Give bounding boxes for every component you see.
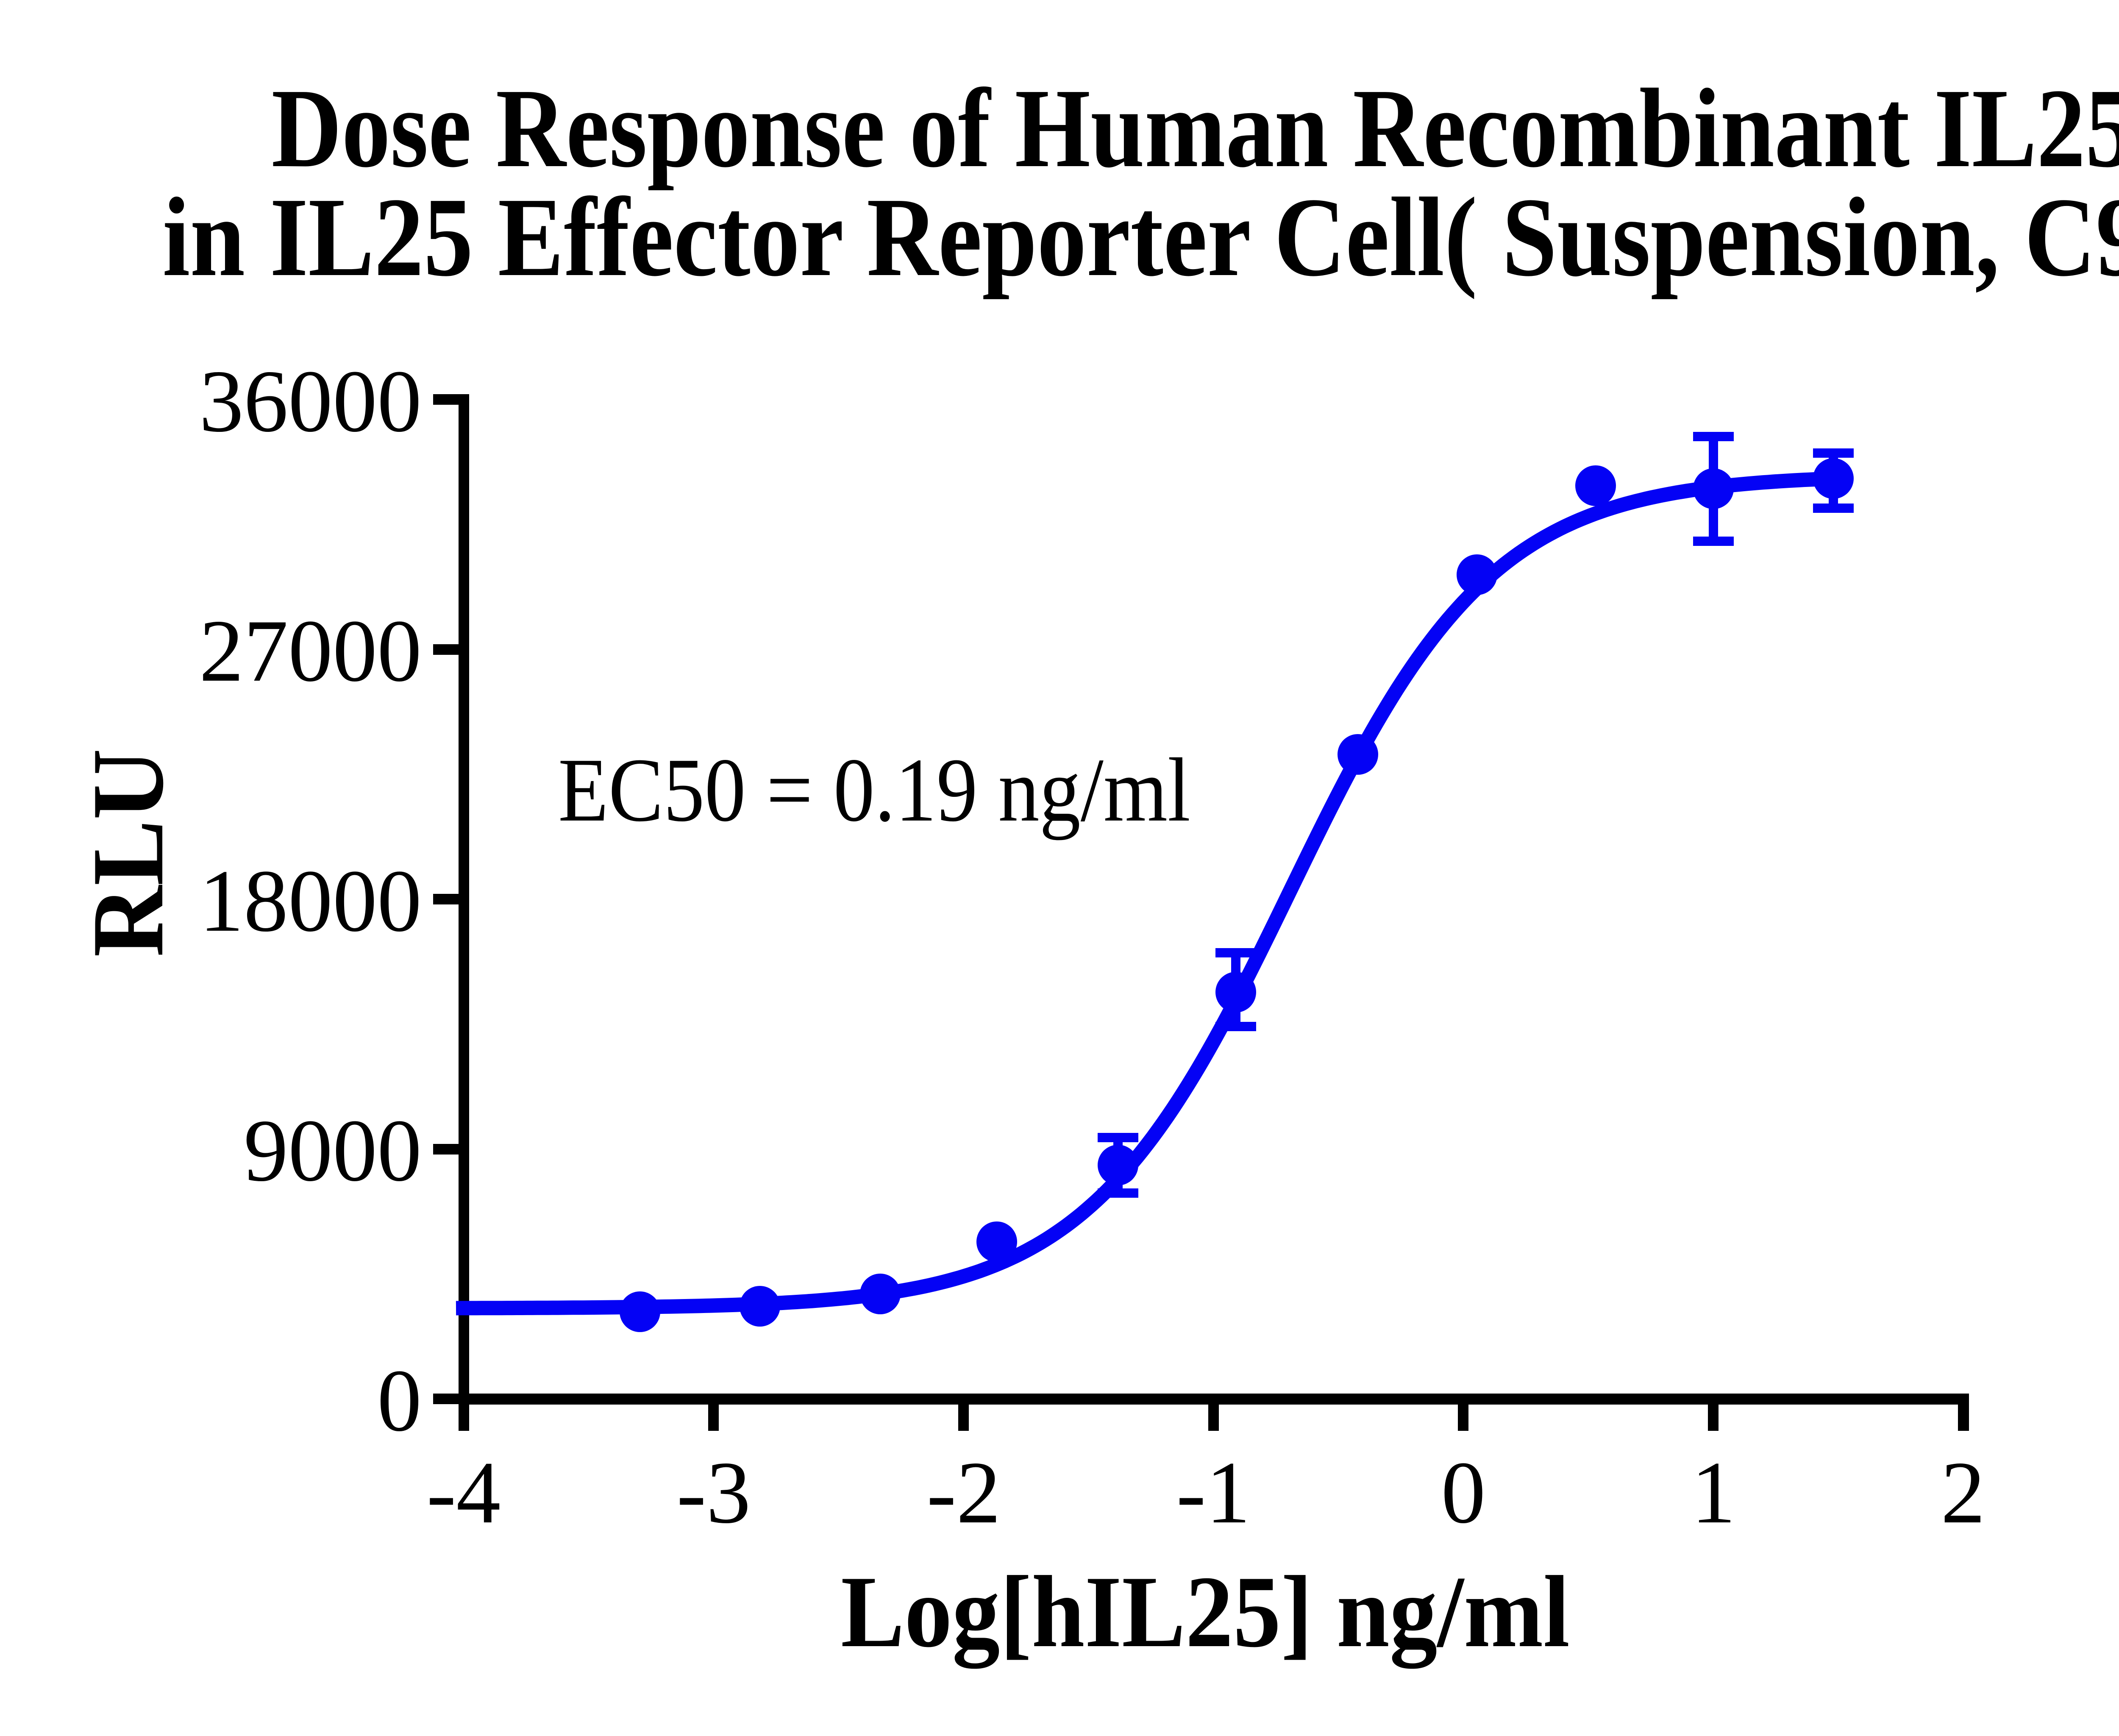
svg-text:-1: -1 bbox=[1176, 1444, 1251, 1542]
svg-text:EC50 = 0.19 ng/ml: EC50 = 0.19 ng/ml bbox=[558, 739, 1190, 840]
svg-text:9000: 9000 bbox=[244, 1102, 422, 1200]
svg-text:-3: -3 bbox=[677, 1444, 751, 1542]
svg-text:RLU: RLU bbox=[71, 748, 185, 957]
svg-text:Log[hIL25] ng/ml: Log[hIL25] ng/ml bbox=[841, 1555, 1570, 1669]
svg-text:1: 1 bbox=[1691, 1444, 1736, 1542]
svg-text:0: 0 bbox=[377, 1352, 422, 1450]
svg-text:-4: -4 bbox=[427, 1444, 501, 1542]
svg-text:Dose Response of Human Recombi: Dose Response of Human Recombinant IL25 bbox=[272, 65, 2119, 191]
svg-text:36000: 36000 bbox=[199, 352, 422, 451]
svg-text:-2: -2 bbox=[927, 1444, 1001, 1542]
svg-text:0: 0 bbox=[1441, 1444, 1486, 1542]
svg-text:18000: 18000 bbox=[199, 852, 422, 950]
svg-text:27000: 27000 bbox=[199, 602, 422, 700]
svg-text:in IL25 Effector Reporter Cell: in IL25 Effector Reporter Cell( Suspensi… bbox=[163, 174, 2119, 300]
svg-text:2: 2 bbox=[1941, 1444, 1986, 1542]
